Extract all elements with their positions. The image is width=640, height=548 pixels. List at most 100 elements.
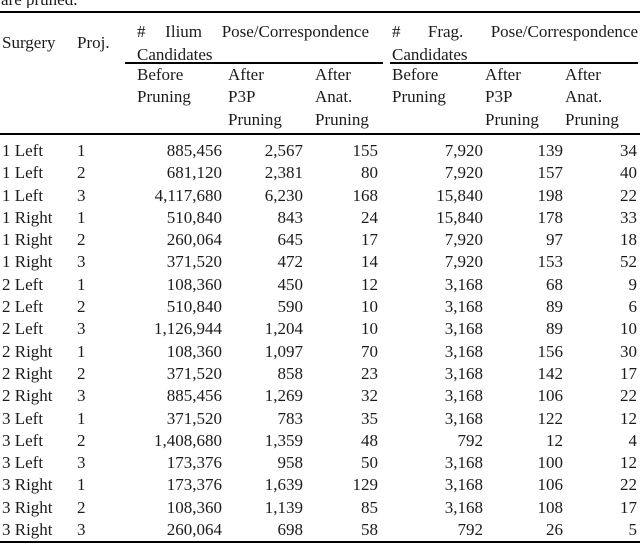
frag-p3p-cell: 97 — [546, 230, 563, 250]
ilium-anat-cell: 35 — [361, 408, 378, 428]
frag-before-cell: 7,920 — [444, 230, 483, 250]
ilium-p3p-cell: 1,139 — [264, 497, 303, 517]
surgery-cell: 2 Left — [2, 319, 44, 339]
frag-before-cell: 3,168 — [444, 453, 483, 473]
column-header-proj: Proj. — [77, 33, 110, 52]
ilium-p3p-cell: 6,230 — [264, 185, 303, 205]
ilium-anat-cell: 32 — [361, 386, 378, 406]
surgery-cell: 3 Right — [2, 475, 53, 495]
frag-anat-cell: 30 — [620, 341, 637, 361]
ilium-p3p-cell: 1,097 — [264, 341, 303, 361]
frag-before-cell: 3,168 — [444, 363, 483, 383]
frag-before-cell: 792 — [457, 430, 484, 450]
ilium-before-cell: 885,456 — [166, 386, 222, 406]
ilium-before-cell: 4,117,680 — [154, 185, 222, 205]
proj-cell: 1 — [77, 141, 86, 160]
frag-anat-cell: 22 — [620, 386, 637, 406]
ilium-p3p-cell: 858 — [277, 363, 304, 383]
ilium-before-cell: 510,840 — [166, 207, 222, 227]
ilium-anat-cell: 50 — [361, 453, 378, 473]
ilium-anat-cell: 70 — [361, 341, 378, 361]
table-row: 2 Left 1 108,360 450 12 3,168 68 9 — [0, 274, 640, 296]
ilium-before-cell: 1,408,680 — [154, 430, 222, 450]
table-row: 3 Right 1 173,376 1,639 129 3,168 106 22 — [0, 474, 640, 496]
frag-anat-cell: 17 — [620, 497, 637, 517]
surgery-cell: 3 Left — [2, 408, 44, 428]
ilium-before-cell: 173,376 — [166, 453, 222, 473]
ilium-before-cell: 108,360 — [166, 341, 222, 361]
frag-before-cell: 7,920 — [444, 141, 483, 160]
table-row: 3 Left 1 371,520 783 35 3,168 122 12 — [0, 408, 640, 430]
subheader-frag-after-anat-pruning: After Anat. Pruning — [565, 65, 619, 129]
proj-cell: 1 — [77, 207, 86, 227]
header-body-midrule — [0, 133, 640, 135]
proj-cell: 1 — [77, 341, 86, 361]
frag-p3p-cell: 100 — [537, 453, 564, 473]
ilium-p3p-cell: 1,359 — [264, 430, 303, 450]
frag-anat-cell: 22 — [620, 185, 637, 205]
group-header-ilium-candidates: # Ilium Pose/Correspondence Candidates — [137, 22, 369, 64]
subheader-ilium-after-p3p-pruning: After P3P Pruning — [228, 65, 282, 129]
proj-cell: 1 — [77, 274, 86, 294]
ilium-anat-cell: 10 — [361, 297, 378, 317]
ilium-anat-cell: 12 — [361, 274, 378, 294]
ilium-p3p-cell: 843 — [277, 207, 304, 227]
frag-anat-cell: 40 — [620, 163, 637, 183]
proj-cell: 2 — [77, 163, 86, 183]
proj-cell: 3 — [77, 319, 86, 339]
table-top-rule — [0, 11, 640, 13]
subheader-frag-before-pruning: Before Pruning — [392, 65, 446, 107]
ilium-p3p-cell: 645 — [277, 230, 304, 250]
proj-cell: 2 — [77, 363, 86, 383]
frag-before-cell: 7,920 — [444, 252, 483, 272]
proj-cell: 3 — [77, 252, 86, 272]
ilium-anat-cell: 24 — [361, 207, 378, 227]
ilium-p3p-cell: 1,269 — [264, 386, 303, 406]
table-row: 1 Left 1 885,456 2,567 155 7,920 139 34 — [0, 140, 640, 162]
caption-fragment-clipped: are pruned. — [1, 0, 301, 8]
table-row: 1 Left 3 4,117,680 6,230 168 15,840 198 22 — [0, 185, 640, 207]
frag-p3p-cell: 157 — [537, 163, 564, 183]
group-header-frag-candidates: # Frag. Pose/Correspondence Candidates — [392, 22, 638, 64]
ilium-p3p-cell: 1,204 — [264, 319, 303, 339]
frag-anat-cell: 5 — [628, 520, 638, 540]
ilium-p3p-cell: 2,381 — [264, 163, 303, 183]
frag-p3p-cell: 142 — [537, 363, 564, 383]
ilium-before-cell: 260,064 — [166, 230, 222, 250]
table-row: 2 Left 2 510,840 590 10 3,168 89 6 — [0, 296, 640, 318]
frag-before-cell: 7,920 — [444, 163, 483, 183]
surgery-cell: 3 Right — [2, 520, 53, 540]
frag-anat-cell: 4 — [628, 430, 638, 450]
frag-p3p-cell: 106 — [537, 475, 564, 495]
ilium-anat-cell: 155 — [352, 141, 379, 160]
ilium-anat-cell: 17 — [361, 230, 378, 250]
ilium-p3p-cell: 958 — [277, 453, 304, 473]
table-row: 3 Right 2 108,360 1,139 85 3,168 108 17 — [0, 497, 640, 519]
surgery-cell: 3 Left — [2, 430, 44, 450]
table-body: 1 Left 1 885,456 2,567 155 7,920 139 34 1 Left 2 6… — [0, 140, 640, 541]
frag-anat-cell: 9 — [628, 274, 638, 294]
ilium-anat-cell: 23 — [361, 363, 378, 383]
frag-p3p-cell: 178 — [537, 207, 564, 227]
frag-before-cell: 15,840 — [436, 185, 483, 205]
frag-group-cmidrule — [390, 62, 638, 64]
ilium-before-cell: 1,126,944 — [154, 319, 222, 339]
frag-before-cell: 3,168 — [444, 319, 483, 339]
frag-p3p-cell: 26 — [546, 520, 563, 540]
surgery-cell: 1 Right — [2, 230, 53, 250]
ilium-before-cell: 371,520 — [166, 252, 222, 272]
surgery-cell: 2 Right — [2, 363, 53, 383]
frag-p3p-cell: 198 — [537, 185, 564, 205]
ilium-anat-cell: 48 — [361, 430, 378, 450]
ilium-before-cell: 173,376 — [166, 475, 222, 495]
proj-cell: 1 — [77, 408, 86, 428]
frag-p3p-cell: 89 — [546, 319, 563, 339]
frag-p3p-cell: 122 — [537, 408, 564, 428]
frag-anat-cell: 12 — [620, 408, 637, 428]
frag-p3p-cell: 139 — [537, 141, 564, 160]
frag-anat-cell: 33 — [620, 207, 637, 227]
subheader-ilium-after-anat-pruning: After Anat. Pruning — [315, 65, 369, 129]
frag-p3p-cell: 89 — [546, 297, 563, 317]
ilium-before-cell: 510,840 — [166, 297, 222, 317]
